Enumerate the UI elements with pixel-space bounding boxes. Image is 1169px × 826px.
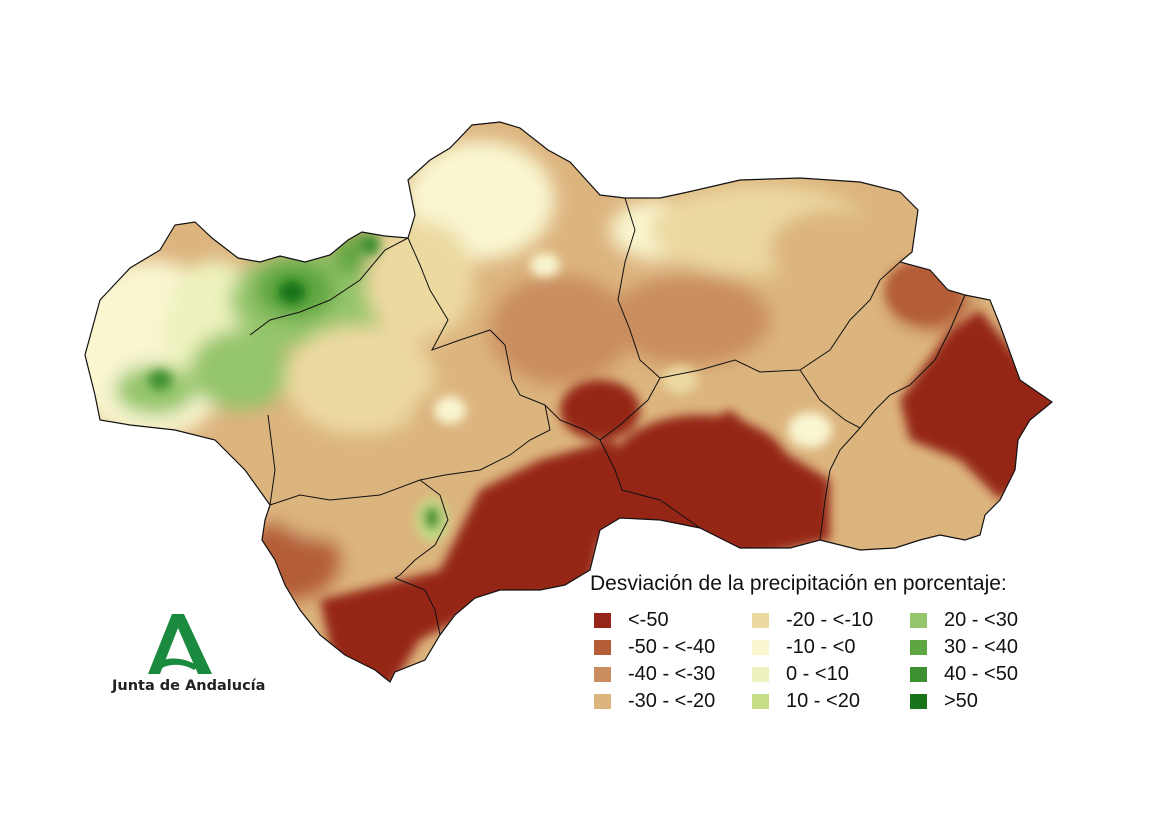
legend-swatch (752, 693, 769, 709)
legend-swatch (910, 666, 927, 682)
legend-label: 30 - <40 (944, 635, 1018, 658)
legend-label: -40 - <-30 (628, 662, 716, 685)
legend-item: -10 - <0 (752, 635, 855, 659)
region-boundary (84, 121, 1053, 683)
legend-swatch (594, 639, 611, 655)
legend-label: 20 - <30 (944, 608, 1018, 631)
legend-label: -30 - <-20 (628, 689, 716, 712)
legend-item: -40 - <-30 (594, 662, 715, 686)
legend-item: -30 - <-20 (594, 689, 715, 713)
legend-swatch (752, 666, 769, 682)
legend-swatch (910, 639, 927, 655)
junta-logo-icon (148, 614, 212, 674)
legend-title: Desviación de la precipitación en porcen… (590, 572, 1007, 595)
legend-swatch (594, 666, 611, 682)
legend-label: -10 - <0 (786, 635, 856, 658)
legend-swatch (910, 612, 927, 628)
legend-item: -20 - <-10 (752, 608, 873, 632)
precipitation-surface (85, 122, 1052, 682)
legend-label: >50 (944, 689, 978, 712)
legend-label: 0 - <10 (786, 662, 849, 685)
legend-swatch (752, 612, 769, 628)
legend-item: 30 - <40 (910, 635, 1018, 659)
legend-label: 10 - <20 (786, 689, 860, 712)
legend-swatch (594, 612, 611, 628)
province-boundaries (249, 197, 966, 636)
legend-label: -50 - <-40 (628, 635, 716, 658)
legend-label: -20 - <-10 (786, 608, 874, 631)
legend-item: 10 - <20 (752, 689, 860, 713)
legend-label: 40 - <50 (944, 662, 1018, 685)
legend-swatch (752, 639, 769, 655)
legend-item: 40 - <50 (910, 662, 1018, 686)
legend-item: 20 - <30 (910, 608, 1018, 632)
legend: <-50 -50 - <-40 -40 - <-30 -30 - <-20 -2… (594, 608, 1064, 718)
legend-item: -50 - <-40 (594, 635, 715, 659)
logo-text: Junta de Andalucía (112, 678, 266, 694)
legend-swatch (594, 693, 611, 709)
legend-item: 0 - <10 (752, 662, 849, 686)
junta-logo: Junta de Andalucía (112, 612, 266, 702)
legend-label: <-50 (628, 608, 669, 631)
legend-swatch (910, 693, 927, 709)
legend-item: >50 (910, 689, 978, 713)
legend-item: <-50 (594, 608, 669, 632)
